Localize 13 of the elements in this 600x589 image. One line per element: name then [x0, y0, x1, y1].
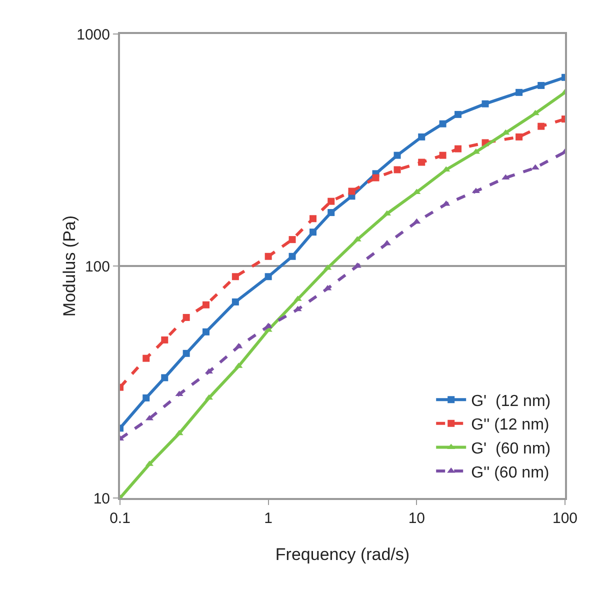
y-axis-title: Modulus (Pa) — [60, 215, 79, 317]
x-tick-label: 10 — [408, 510, 426, 527]
y-tick-label: 10 — [93, 490, 110, 508]
x-tick-label: 100 — [552, 510, 578, 527]
legend-label: G' (60 nm) — [471, 440, 551, 458]
y-tick-label: 1000 — [76, 26, 110, 44]
legend-label: G' (12 nm) — [471, 392, 551, 410]
x-axis-title: Frequency (rad/s) — [275, 545, 410, 564]
x-tick-label: 1 — [264, 510, 272, 527]
legend-label: G'' (12 nm) — [471, 416, 550, 434]
legend-label: G'' (60 nm) — [471, 464, 550, 482]
y-tick-label: 100 — [84, 258, 110, 276]
x-tick-label: 0.1 — [110, 510, 130, 527]
